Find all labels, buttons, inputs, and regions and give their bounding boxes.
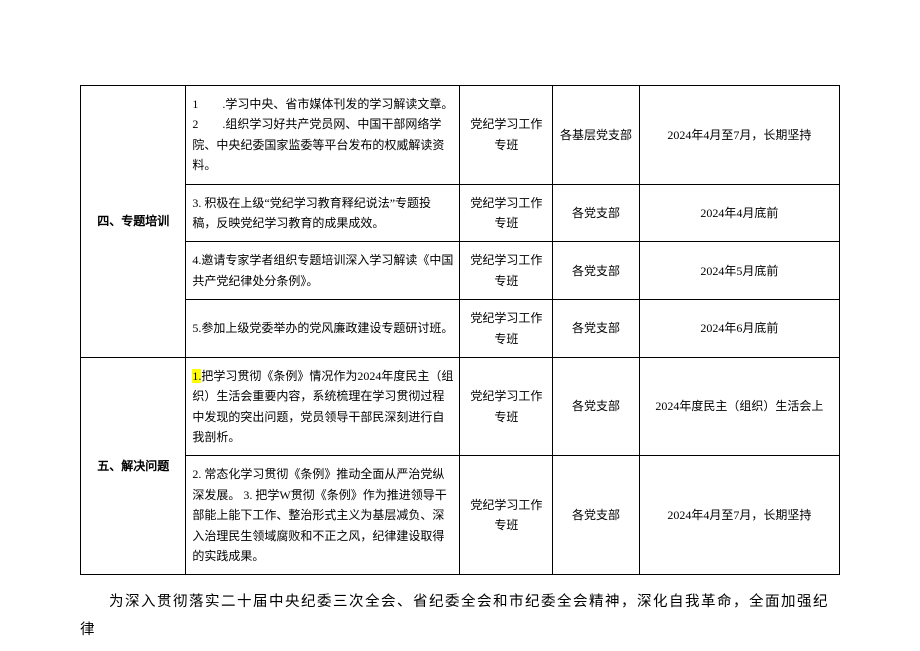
branch-cell: 各党支部 bbox=[553, 357, 639, 456]
time-cell: 2024年4月至7月，长期坚持 bbox=[639, 456, 839, 575]
task-cell: 5.参加上级党委举办的党风廉政建设专题研讨班。 bbox=[186, 300, 460, 358]
time-cell: 2024年6月底前 bbox=[639, 300, 839, 358]
schedule-table: 四、专题培训 1 .学习中央、省市媒体刊发的学习解读文章。 2 .组织学习好共产… bbox=[80, 85, 840, 575]
table-row: 五、解决问题 1.把学习贯彻《条例》情况作为2024年度民主（组织）生活会重要内… bbox=[81, 357, 840, 456]
task-cell: 2. 常态化学习贯彻《条例》推动全面从严治党纵深发展。 3. 把学W贯彻《条例》… bbox=[186, 456, 460, 575]
time-cell: 2024年4月底前 bbox=[639, 184, 839, 242]
branch-cell: 各党支部 bbox=[553, 242, 639, 300]
resp-cell: 党纪学习工作专班 bbox=[460, 357, 553, 456]
document-page: 四、专题培训 1 .学习中央、省市媒体刊发的学习解读文章。 2 .组织学习好共产… bbox=[0, 0, 920, 645]
time-cell: 2024年5月底前 bbox=[639, 242, 839, 300]
task-text: 1 .学习中央、省市媒体刊发的学习解读文章。 2 .组织学习好共产党员网、中国干… bbox=[192, 97, 453, 172]
time-cell: 2024年度民主（组织）生活会上 bbox=[639, 357, 839, 456]
resp-cell: 党纪学习工作专班 bbox=[460, 184, 553, 242]
branch-cell: 各党支部 bbox=[553, 456, 639, 575]
resp-cell: 党纪学习工作专班 bbox=[460, 86, 553, 185]
resp-cell: 党纪学习工作专班 bbox=[460, 456, 553, 575]
task-text: 把学习贯彻《条例》情况作为2024年度民主（组织）生活会重要内容，系统梳理在学习… bbox=[192, 369, 453, 444]
table-row: 5.参加上级党委举办的党风廉政建设专题研讨班。 党纪学习工作专班 各党支部 20… bbox=[81, 300, 840, 358]
table-row: 4.邀请专家学者组织专题培训深入学习解读《中国共产党纪律处分条例》。 党纪学习工… bbox=[81, 242, 840, 300]
branch-cell: 各基层党支部 bbox=[553, 86, 639, 185]
resp-cell: 党纪学习工作专班 bbox=[460, 242, 553, 300]
category-cell: 五、解决问题 bbox=[81, 357, 186, 575]
task-cell: 1.把学习贯彻《条例》情况作为2024年度民主（组织）生活会重要内容，系统梳理在… bbox=[186, 357, 460, 456]
branch-cell: 各党支部 bbox=[553, 184, 639, 242]
time-cell: 2024年4月至7月，长期坚持 bbox=[639, 86, 839, 185]
task-cell: 1 .学习中央、省市媒体刊发的学习解读文章。 2 .组织学习好共产党员网、中国干… bbox=[186, 86, 460, 185]
body-paragraph: 为深入贯彻落实二十届中央纪委三次全会、省纪委全会和市纪委全会精神，深化自我革命，… bbox=[80, 589, 840, 644]
branch-cell: 各党支部 bbox=[553, 300, 639, 358]
resp-cell: 党纪学习工作专班 bbox=[460, 300, 553, 358]
task-cell: 3. 积极在上级“党纪学习教育释纪说法”专题投稿，反映党纪学习教育的成果成效。 bbox=[186, 184, 460, 242]
task-text: 2. 常态化学习贯彻《条例》推动全面从严治党纵深发展。 3. 把学W贯彻《条例》… bbox=[192, 467, 446, 563]
table-row: 四、专题培训 1 .学习中央、省市媒体刊发的学习解读文章。 2 .组织学习好共产… bbox=[81, 86, 840, 185]
category-cell: 四、专题培训 bbox=[81, 86, 186, 358]
table-row: 2. 常态化学习贯彻《条例》推动全面从严治党纵深发展。 3. 把学W贯彻《条例》… bbox=[81, 456, 840, 575]
table-row: 3. 积极在上级“党纪学习教育释纪说法”专题投稿，反映党纪学习教育的成果成效。 … bbox=[81, 184, 840, 242]
task-cell: 4.邀请专家学者组织专题培训深入学习解读《中国共产党纪律处分条例》。 bbox=[186, 242, 460, 300]
